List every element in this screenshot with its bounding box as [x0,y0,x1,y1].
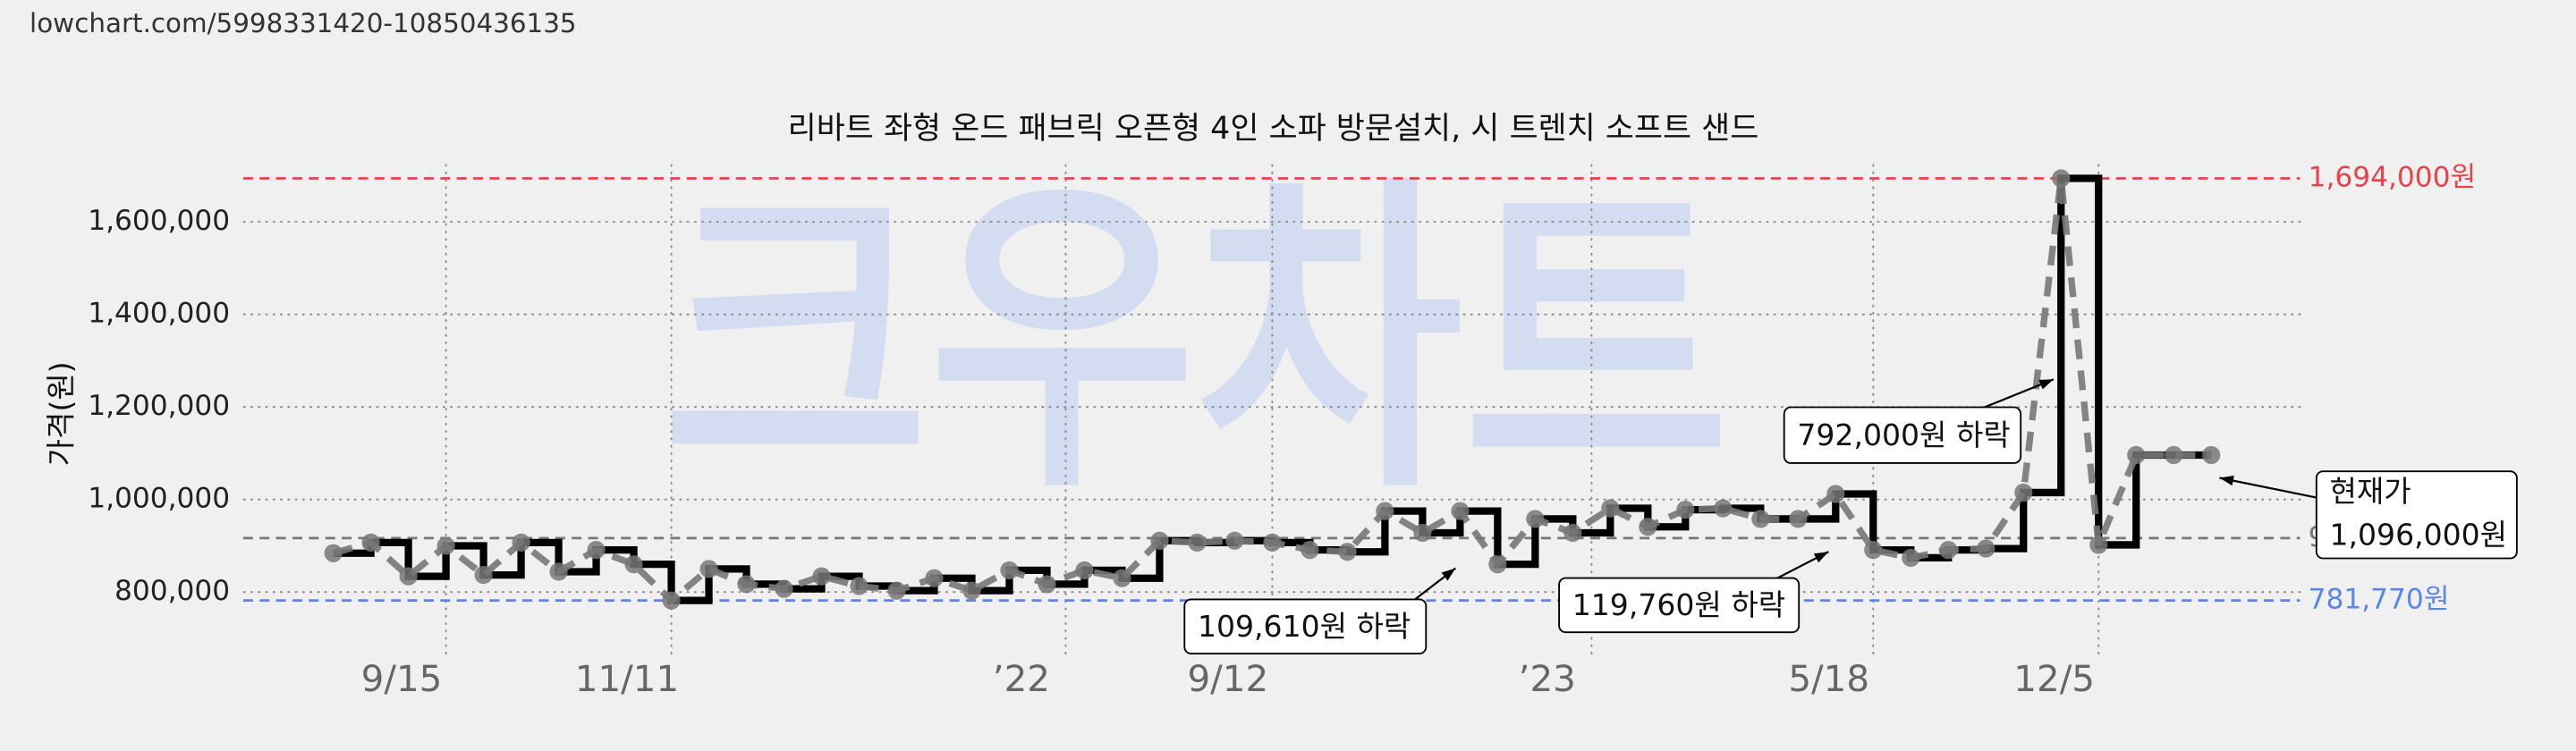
price-point [775,579,793,598]
price-point [812,567,831,586]
x-tick-label: ’22 [993,657,1050,700]
price-point [2089,536,2108,554]
price-point [925,569,944,587]
x-tick-label: 11/11 [575,657,679,700]
price-point [662,591,681,610]
price-point [2202,445,2221,465]
current-price-text: 1,096,000원 [2329,518,2507,553]
reference-label: 1,694,000원 [2309,161,2477,193]
price-point [2127,445,2146,465]
price-point [887,581,906,600]
price-point [324,544,343,562]
price-point [399,567,418,586]
price-point [1939,541,1958,560]
price-point [1826,485,1845,503]
price-point [1601,499,1620,518]
annotation-arrowhead [1441,568,1456,581]
price-point [1188,533,1207,552]
price-point [1225,531,1244,550]
price-point [1338,543,1357,561]
price-point [1075,561,1094,580]
price-point [1451,502,1470,520]
price-point [1902,548,1920,568]
price-point [549,562,568,581]
y-tick-label: 1,600,000 [88,205,230,237]
current-price-text: 현재가 [2329,474,2411,509]
price-point [474,565,493,585]
price-point [2165,445,2183,465]
annotation-box [1558,577,1801,634]
price-point [1113,569,1131,587]
x-tick-label: 12/5 [2013,657,2095,700]
price-point [1301,541,1319,560]
price-point [1038,575,1056,594]
y-tick-label: 1,000,000 [88,483,230,515]
price-point [1150,531,1169,550]
reference-label: 781,770원 [2309,584,2450,616]
annotation-arrowhead [2219,476,2234,486]
y-tick-label: 1,400,000 [88,298,230,330]
annotation-box [1183,598,1428,654]
annotation-text: 792,000원 하락 [1797,418,2010,452]
price-point [436,536,455,555]
price-point [1000,561,1019,580]
annotation-arrowhead [2038,379,2054,390]
annotation-text: 109,610원 하락 [1198,609,1411,644]
price-point [1376,502,1394,520]
x-tick-label: ’23 [1519,657,1576,700]
price-point [2052,169,2071,188]
price-point [1676,500,1695,519]
price-point [1263,533,1282,552]
x-tick-label: 9/12 [1187,657,1268,700]
price-point [624,555,643,574]
annotation-arrowhead [1813,552,1829,563]
price-point [1977,539,1996,558]
price-point [361,533,380,552]
price-point [512,533,530,552]
price-point [1563,523,1582,543]
price-point [1789,510,1808,528]
price-point [1751,510,1770,528]
url[interactable]: lowchart.com/5998331420-10850436135 [30,8,577,38]
y-tick-label: 1,200,000 [88,390,230,422]
price-point [1864,541,1883,560]
x-tick-label: 5/18 [1788,657,1869,700]
price-point [587,541,606,560]
x-tick-label: 9/15 [361,657,443,700]
annotation-text: 119,760원 하락 [1572,587,1785,622]
price-point [737,575,756,594]
y-tick-label: 800,000 [114,575,230,607]
price-point [2014,483,2033,502]
price-point [850,577,869,595]
y-axis-label: 가격(원) [43,361,78,466]
price-point [1714,499,1733,518]
annotation-arrow [2219,477,2318,499]
price-point [1526,510,1545,528]
price-point [1413,523,1432,543]
price-point [962,581,981,600]
annotation-box [2315,470,2518,560]
price-point [1639,518,1657,536]
watermark: 크우차트 [662,149,1730,532]
annotation-box [1783,406,2022,464]
price-point [699,560,718,578]
price-point [1488,555,1507,574]
chart-title: 리바트 좌형 온드 패브릭 오픈형 4인 소파 방문설치, 시 트렌치 소프트 … [788,111,1759,147]
